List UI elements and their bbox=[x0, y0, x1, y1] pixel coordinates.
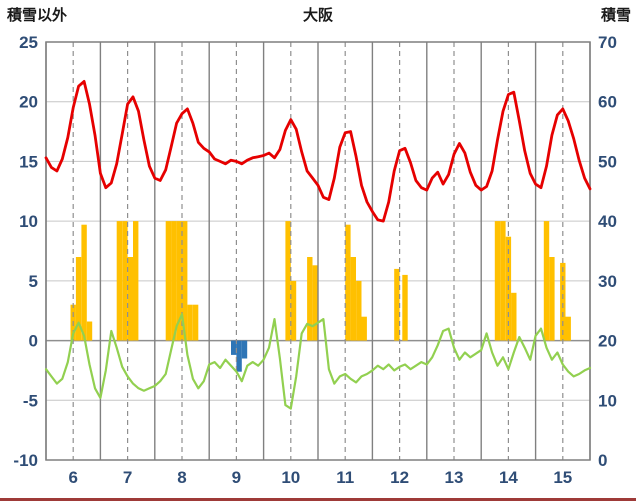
axis-tick-label: 9 bbox=[232, 468, 241, 487]
axis-tick-label: 10 bbox=[281, 468, 300, 487]
axis-tick-label: 60 bbox=[598, 93, 617, 112]
axis-tick-label: 6 bbox=[68, 468, 77, 487]
axis-tick-label: 0 bbox=[598, 451, 607, 470]
axis-tick-label: 10 bbox=[598, 391, 617, 410]
axis-tick-label: 70 bbox=[598, 33, 617, 52]
axis-tick-label: 20 bbox=[598, 332, 617, 351]
axis-tick-label: -5 bbox=[23, 391, 38, 410]
axis-tick-label: 20 bbox=[19, 93, 38, 112]
blue-bars bbox=[231, 340, 248, 372]
green-line bbox=[44, 313, 592, 410]
axis-tick-label: 8 bbox=[177, 468, 186, 487]
axis-tick-label: -10 bbox=[13, 451, 38, 470]
axis-tick-label: 13 bbox=[445, 468, 464, 487]
axis-tick-label: 40 bbox=[598, 212, 617, 231]
axis-tick-label: 12 bbox=[390, 468, 409, 487]
left-axis-title: 積雪以外 bbox=[7, 7, 68, 24]
axis-tick-label: 15 bbox=[19, 152, 38, 171]
axis-tick-label: 14 bbox=[499, 468, 518, 487]
bottom-divider bbox=[0, 498, 636, 501]
right-axis-title: 積雪 bbox=[600, 7, 631, 24]
axis-tick-label: 5 bbox=[29, 272, 38, 291]
axis-tick-label: 15 bbox=[553, 468, 572, 487]
axis-tick-label: 25 bbox=[19, 33, 38, 52]
red-line bbox=[44, 80, 592, 223]
axis-tick-label: 7 bbox=[123, 468, 132, 487]
plot-frame bbox=[45, 41, 591, 461]
chart-title: 大阪 bbox=[302, 7, 333, 24]
axis-tick-label: 10 bbox=[19, 212, 38, 231]
axis-tick-label: 30 bbox=[598, 272, 617, 291]
axis-tick-label: 0 bbox=[29, 332, 38, 351]
axis-tick-label: 11 bbox=[336, 468, 354, 487]
axis-tick-label: 50 bbox=[598, 152, 617, 171]
